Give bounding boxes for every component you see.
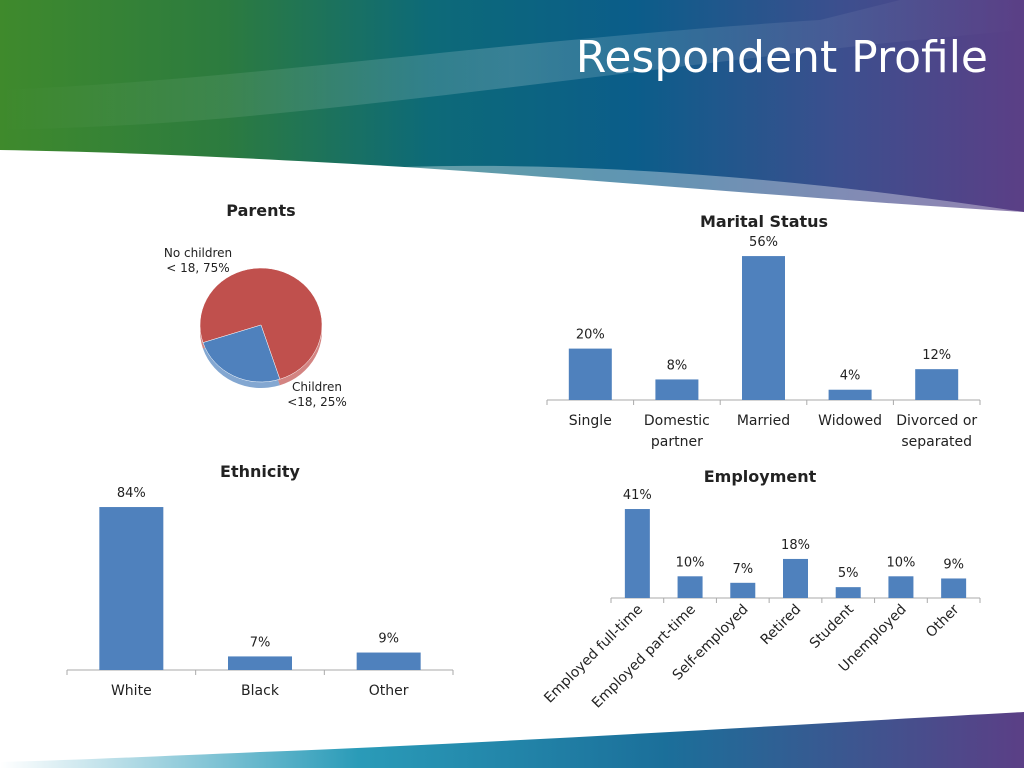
chart-title: Marital Status: [700, 212, 828, 231]
x-tick-label: Married: [737, 413, 790, 429]
bar: [356, 652, 421, 670]
x-tick-label: Black: [241, 683, 280, 699]
data-label: 10%: [676, 555, 705, 570]
x-tick-label: Other: [369, 683, 409, 699]
chart-title: Employment: [704, 467, 817, 486]
x-tick-label: Single: [569, 413, 612, 429]
bar: [915, 369, 959, 400]
data-label: 5%: [838, 566, 859, 581]
bar: [783, 558, 808, 598]
data-label: 10%: [886, 555, 915, 570]
data-label: 7%: [732, 562, 753, 577]
x-tick-label: Retired: [758, 602, 805, 649]
data-label: 4%: [840, 369, 861, 384]
pie-slice: [202, 324, 281, 383]
x-tick-label: Other: [923, 601, 963, 641]
data-label: 84%: [117, 486, 146, 501]
x-tick-label: Employed full-time: [541, 602, 646, 707]
bar: [655, 379, 699, 400]
chart-parents: Parents No children < 18, 75% Children <18, …: [164, 201, 347, 409]
pie-data-label: Children <18, 25%: [287, 380, 347, 409]
x-tick-label: Widowed: [818, 413, 882, 429]
x-tick-label: Student: [807, 601, 858, 652]
bar: [941, 578, 967, 598]
data-label: 56%: [749, 235, 778, 250]
x-tick-label: White: [111, 683, 152, 699]
data-label: 18%: [781, 538, 810, 553]
data-label: 41%: [623, 488, 652, 503]
bar: [677, 576, 703, 598]
bar: [568, 348, 612, 400]
data-label: 9%: [378, 632, 399, 647]
bar: [730, 582, 756, 598]
bar: [742, 256, 785, 400]
bar: [828, 389, 872, 400]
data-label: 20%: [576, 328, 605, 343]
data-label: 12%: [922, 348, 951, 363]
x-tick-label: Domestic partner: [644, 413, 710, 450]
x-tick-label: Employed part-time: [589, 602, 699, 712]
data-label: 7%: [250, 635, 271, 650]
bar: [99, 507, 164, 670]
bar: [888, 576, 914, 598]
chart-title: Parents: [226, 201, 295, 220]
x-tick-label: Divorced or separated: [896, 413, 977, 450]
bar: [624, 509, 650, 598]
chart-ethnicity: Ethnicity 84% White 7% Black 9% Other: [66, 462, 454, 699]
pie-slice: [199, 267, 323, 380]
chart-marital: Marital Status 20% Single 8% Domestic partner…: [546, 212, 981, 450]
chart-title: Ethnicity: [220, 462, 300, 481]
data-label: 8%: [667, 358, 688, 373]
bar: [835, 587, 861, 598]
chart-employment: Employment 41% Employed full-time 10% Employ…: [541, 467, 981, 712]
pie-data-label: No children < 18, 75%: [164, 246, 232, 275]
data-label: 9%: [943, 557, 964, 572]
slide-title: Respondent Profile: [575, 32, 988, 83]
bar: [228, 656, 292, 670]
